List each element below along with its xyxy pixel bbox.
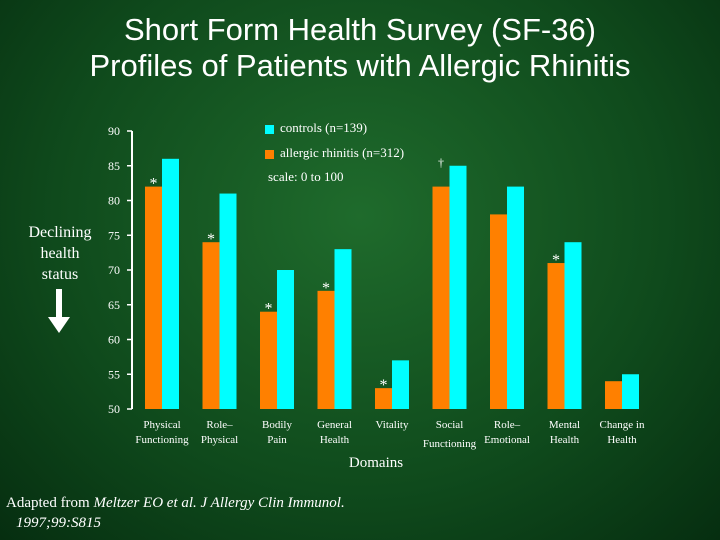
side-note-line-3: status [41,266,79,283]
legend-rhinitis-label: allergic rhinitis (n=312) [280,145,404,160]
citation-journal: Meltzer EO et al. J Allergy Clin Immunol… [93,495,345,511]
legend-rhinitis-swatch [265,150,274,159]
x-axis-title: Domains [349,455,403,471]
bar-rhinitis-6 [490,214,507,409]
bar-rhinitis-1 [202,242,220,409]
y-tick-label-90: 90 [108,124,120,138]
y-tick-label-70: 70 [108,263,120,277]
x-tick-label-1-1: Physical [201,434,238,446]
y-tick-label-85: 85 [108,159,120,173]
bar-rhinitis-5 [432,186,450,409]
x-tick-label-4-0: Vitality [376,419,409,431]
y-tick-label-50: 50 [108,402,120,416]
citation-prefix: Adapted from [6,495,94,511]
bar-rhinitis-0 [145,186,162,409]
y-tick-label-55: 55 [108,367,120,381]
bar-controls-0 [162,158,179,409]
significance-marker-5: † [438,156,444,170]
title-line-2: Profiles of Patients with Allergic Rhini… [89,48,631,83]
x-tick-label-0-0: Physical [143,419,180,431]
x-tick-label-8-1: Health [607,434,637,446]
significance-marker-1: * [207,231,215,248]
x-tick-label-2-1: Pain [267,434,287,446]
bar-controls-6 [507,186,524,409]
x-tick-label-6-0: Role– [494,419,521,431]
x-tick-label-0-1: Functioning [135,434,189,446]
bar-controls-3 [334,249,352,409]
legend-controls-label: controls (n=139) [280,120,367,135]
x-tick-label-8-0: Change in [600,419,645,431]
bar-controls-2 [277,270,294,409]
scale-note: scale: 0 to 100 [268,169,343,184]
side-note-line-2: health [40,245,80,262]
x-tick-label-3-0: General [317,419,352,431]
y-tick-label-65: 65 [108,298,120,312]
significance-marker-4: * [380,377,388,394]
x-tick-label-2-0: Bodily [262,419,292,431]
slide-title: Short Form Health Survey (SF-36) Profile… [0,12,720,84]
significance-marker-7: * [552,252,560,269]
bar-rhinitis-3 [317,290,335,409]
declining-health-note: Declining health status [18,222,102,285]
bar-rhinitis-8 [605,381,622,409]
x-tick-label-1-0: Role– [206,419,233,431]
bar-controls-1 [219,193,237,409]
y-tick-label-80: 80 [108,194,120,208]
significance-marker-2: * [265,301,273,318]
citation-reference: 1997;99:S815 [16,515,101,531]
x-tick-label-3-1: Health [320,434,350,446]
y-tick-label-60: 60 [108,333,120,347]
bar-rhinitis-4 [375,388,392,409]
side-note-line-1: Declining [28,224,92,241]
bar-controls-4 [392,360,409,409]
down-arrow-icon [48,289,70,333]
bar-rhinitis-7 [547,263,565,409]
x-tick-label-5-0: Social [436,419,464,431]
bar-controls-8 [622,374,639,409]
y-tick-label-75: 75 [108,228,120,242]
bar-controls-7 [564,242,582,409]
x-tick-label-5-1: Functioning [423,438,477,450]
x-tick-label-7-1: Health [550,434,580,446]
title-line-1: Short Form Health Survey (SF-36) [123,12,597,47]
x-tick-label-6-1: Emotional [484,434,530,446]
bar-controls-5 [449,165,467,409]
significance-marker-3: * [322,280,330,297]
legend-controls-swatch [265,125,274,134]
bar-rhinitis-2 [260,311,277,409]
source-citation: Adapted from Meltzer EO et al. J Allergy… [6,493,426,533]
significance-marker-0: * [150,176,158,193]
x-tick-label-7-0: Mental [549,419,580,431]
